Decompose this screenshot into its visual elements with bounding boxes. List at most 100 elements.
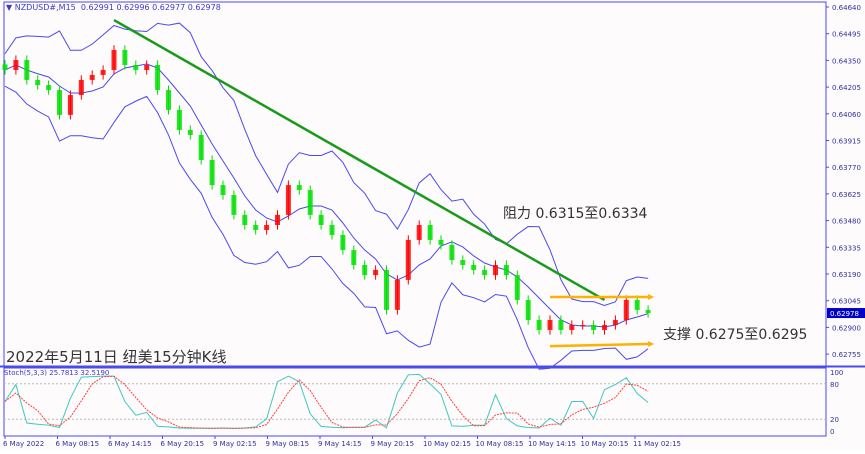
candle-body (78, 79, 84, 96)
bollinger-band-m (4, 63, 649, 328)
candle-body (318, 214, 324, 226)
candle-body (209, 160, 215, 186)
chart-caption: 2022年5月11日 纽美15分钟K线 (6, 348, 227, 366)
y-tick-label: 0.64205 (832, 84, 861, 92)
candle-body (580, 325, 586, 327)
candle-body (634, 299, 640, 310)
candle-body (57, 90, 62, 115)
arrow-head (648, 294, 655, 301)
candle-body (449, 244, 455, 261)
y-tick-label: 0.63625 (832, 191, 861, 199)
candle-body (514, 275, 520, 300)
symbol-label: NZDUSD#,M15 (14, 3, 76, 12)
stoch-level-label: 100 (830, 369, 843, 377)
candle-body (460, 260, 466, 265)
x-tick-label: 9 May 08:15 (266, 440, 310, 448)
candle-body (144, 65, 150, 70)
x-tick-label: 9 May 14:15 (318, 440, 362, 448)
ohlc-values: 0.62991 0.62996 0.62977 0.62978 (80, 3, 221, 12)
x-tick-label: 6 May 2022 (3, 440, 44, 448)
x-tick-label: 6 May 08:15 (56, 440, 100, 448)
symbol-header: ▼ NZDUSD#,M15 0.62991 0.62996 0.62977 0.… (6, 3, 221, 12)
y-tick-label: 0.63770 (832, 164, 861, 172)
candle-body (384, 269, 389, 310)
y-tick-label: 0.64495 (832, 31, 861, 39)
x-tick-label: 6 May 20:15 (161, 440, 205, 448)
candle-body (133, 65, 139, 70)
candle-body (591, 325, 597, 330)
candle-body (89, 74, 95, 80)
x-tick-label: 10 May 02:15 (423, 440, 471, 448)
x-tick-label: 10 May 08:15 (476, 440, 524, 448)
y-tick-label: 0.63335 (832, 244, 861, 252)
candle-body (242, 214, 248, 226)
current-price-tag (827, 308, 865, 319)
candle-body (416, 225, 422, 240)
candle-body (645, 309, 651, 314)
candle-body (623, 299, 629, 321)
candle-body (176, 109, 182, 131)
candle-body (46, 85, 52, 91)
y-tick-label: 0.64640 (832, 4, 861, 12)
x-tick-label: 9 May 02:15 (213, 440, 257, 448)
candle-body (569, 325, 575, 330)
candle-body (438, 239, 444, 245)
candle-body (198, 134, 204, 161)
candle-body (525, 299, 531, 321)
bollinger-band-l (4, 85, 649, 370)
candle-body (220, 185, 226, 196)
candle-body (547, 320, 553, 330)
candle-body (264, 225, 270, 230)
candle-body (351, 250, 357, 265)
candle-body (612, 320, 618, 326)
x-tick-label: 10 May 20:15 (581, 440, 629, 448)
x-tick-label: 9 May 20:15 (371, 440, 415, 448)
candle-body (67, 95, 73, 115)
candle-body (275, 214, 280, 226)
candle-body (122, 49, 128, 66)
stoch-level-label: 80 (830, 381, 839, 389)
stoch-label: Stoch(5,3,3) 25.7813 32.5190 (4, 369, 110, 377)
candle-body (493, 264, 498, 276)
candle-body (111, 49, 117, 70)
stoch-signal-line (4, 375, 649, 429)
candle-body (155, 65, 161, 91)
candle-body (471, 264, 477, 270)
y-tick-label: 0.62900 (832, 324, 861, 332)
candle-body (307, 190, 313, 215)
candle-body (536, 320, 542, 330)
candle-body (100, 69, 106, 75)
candle-body (329, 225, 335, 235)
downtrend-line (113, 18, 606, 302)
support-annotation: 支撑 0.6275至0.6295 (663, 327, 808, 343)
candle-body (602, 325, 607, 330)
candle-body (373, 269, 379, 276)
candle-body (13, 60, 19, 70)
y-tick-label: 0.63045 (832, 298, 861, 306)
main-plot-frame (3, 1, 827, 367)
candle-body (296, 185, 302, 191)
stoch-plot-frame (3, 367, 827, 437)
resistance-annotation: 阻力 0.6315至0.6334 (503, 206, 648, 222)
arrow-head (648, 340, 655, 347)
candle-body (362, 264, 368, 276)
current-price-label: 0.62978 (830, 310, 859, 318)
candle-body (482, 269, 488, 276)
candle-body (35, 79, 41, 86)
y-tick-label: 0.63190 (832, 271, 861, 279)
candle-body (285, 185, 291, 215)
stoch-level-label: 20 (830, 416, 839, 424)
y-tick-label: 0.62755 (832, 351, 861, 359)
stoch-level-label: 0 (830, 428, 834, 436)
candle-body (405, 239, 411, 280)
candle-body (340, 234, 346, 251)
candle-body (187, 130, 193, 135)
x-tick-label: 11 May 02:15 (633, 440, 681, 448)
candle-body (394, 279, 400, 310)
candle-body (558, 320, 564, 330)
candle-body (427, 225, 433, 240)
candle-body (231, 195, 237, 215)
bollinger-band-u (4, 22, 649, 306)
